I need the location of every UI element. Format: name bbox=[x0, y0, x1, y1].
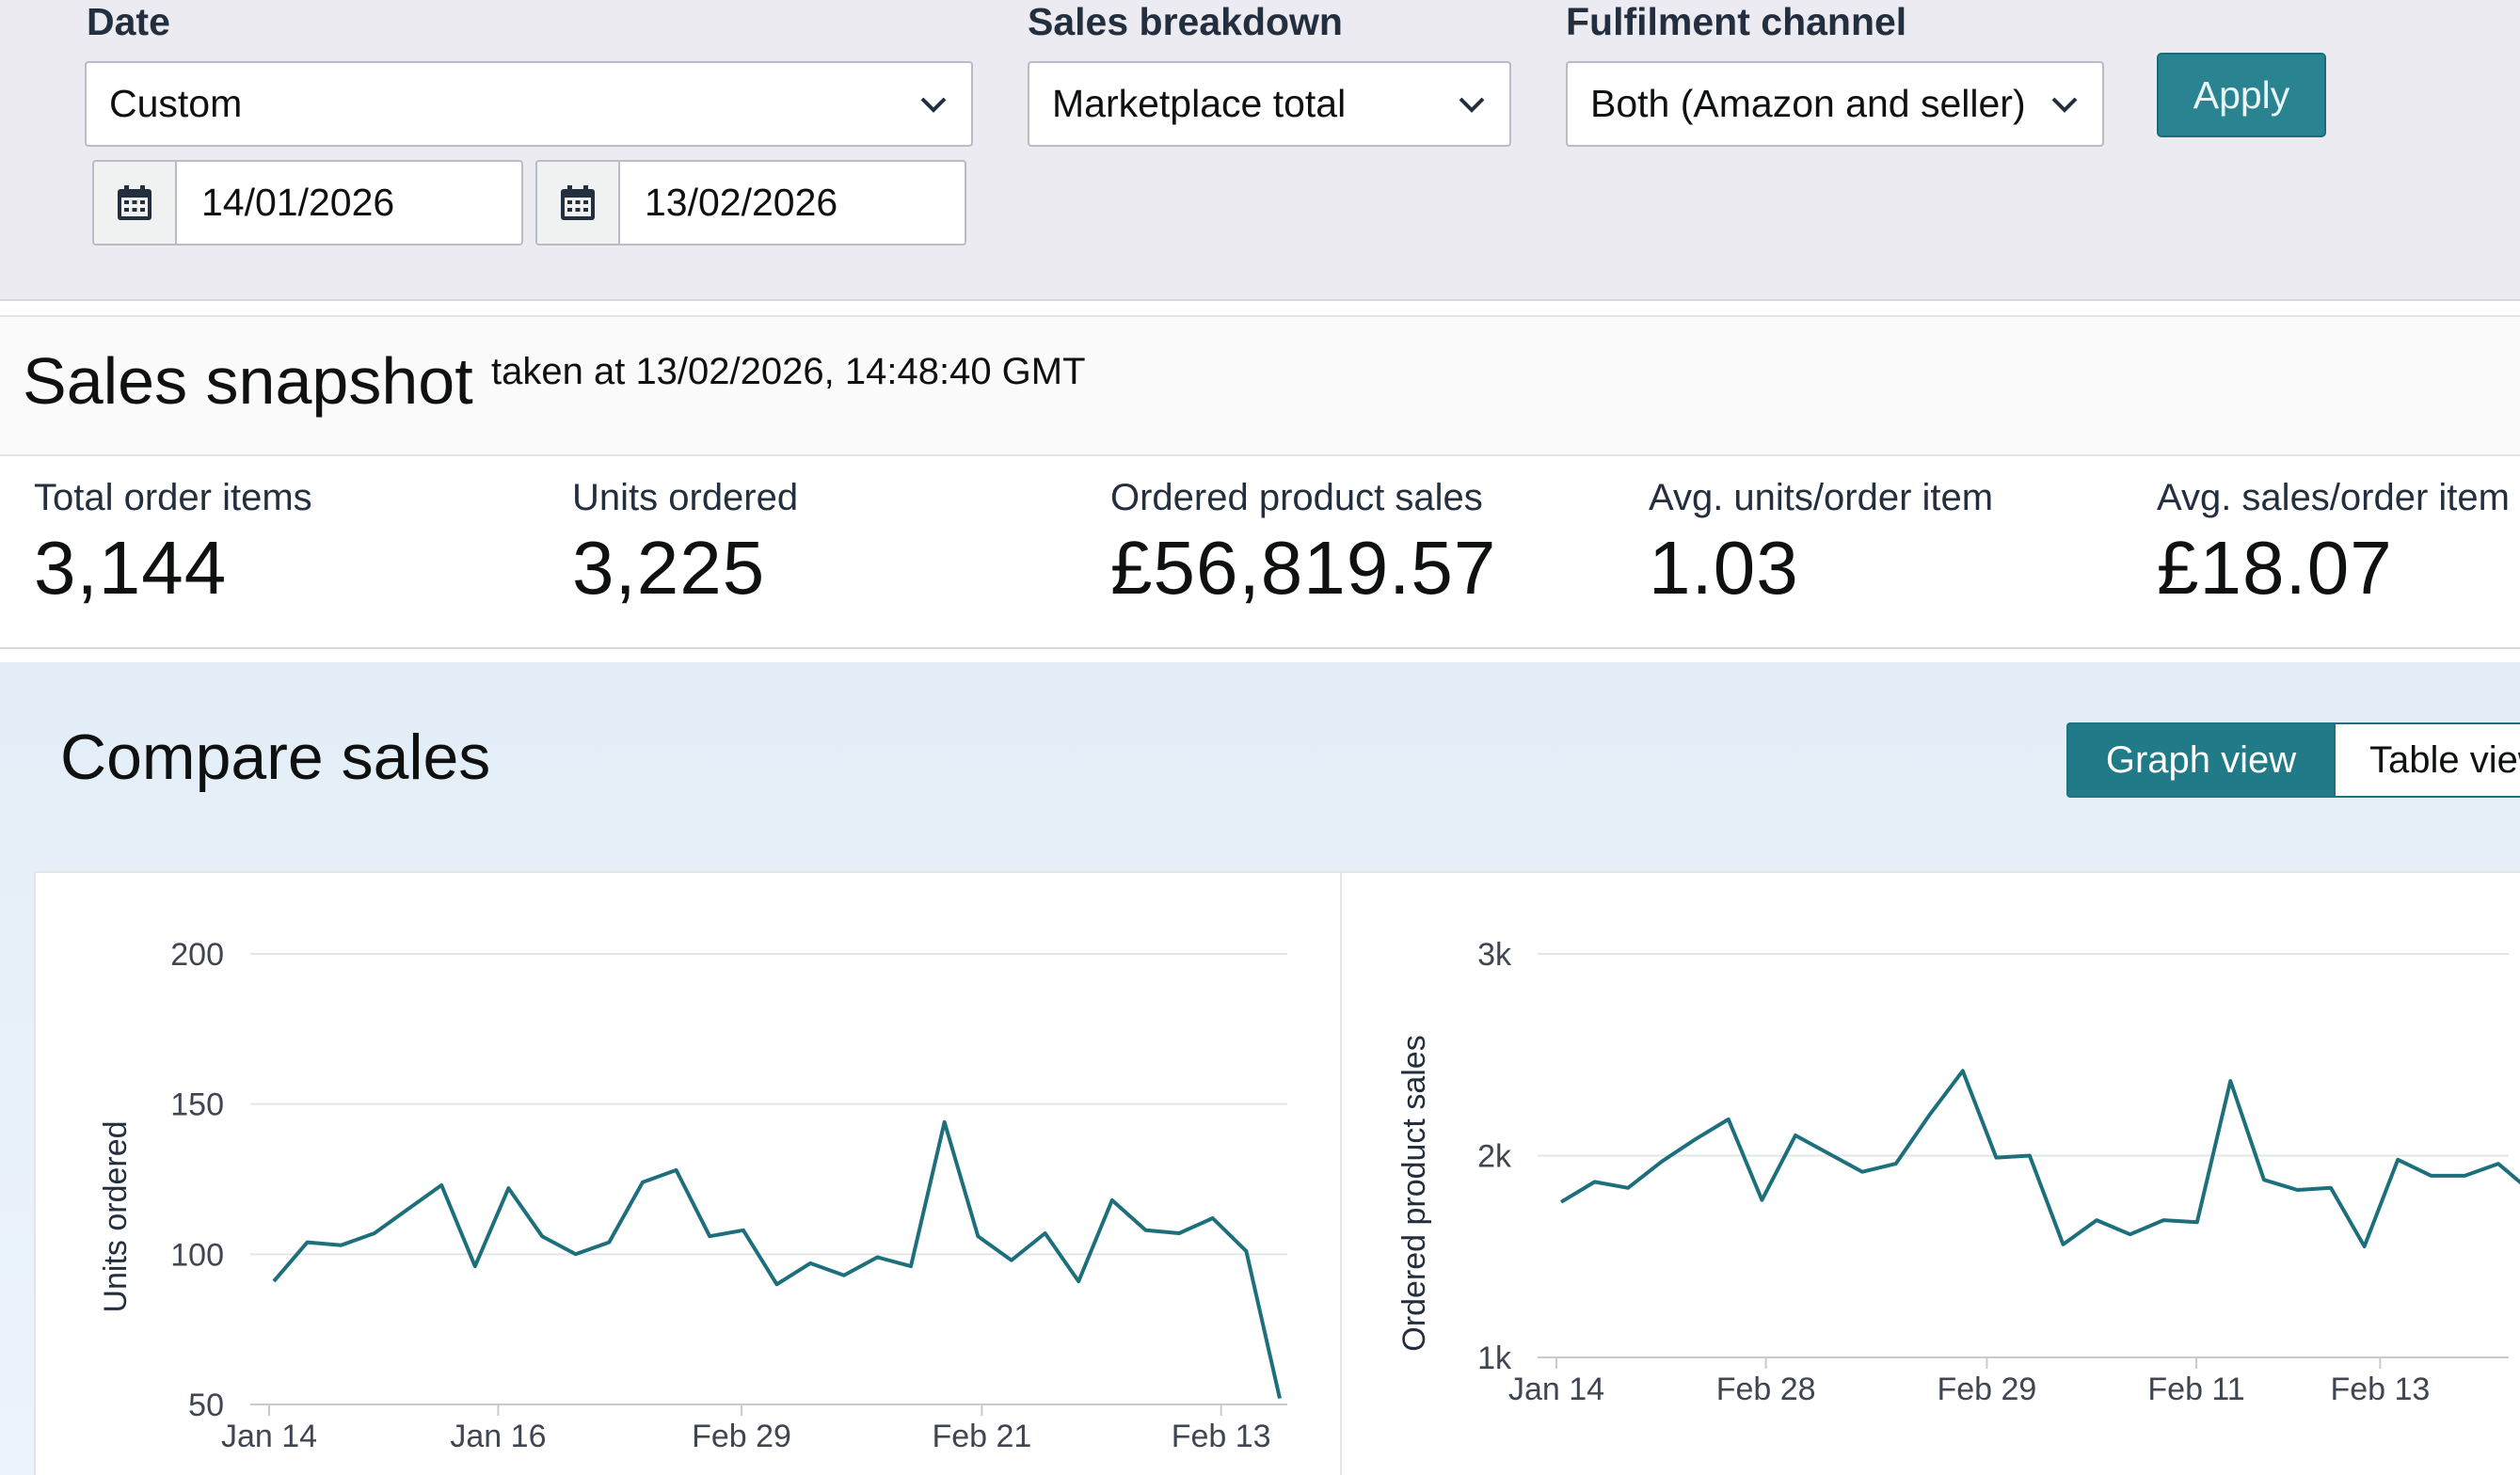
metric-value: £18.07 bbox=[2157, 526, 2393, 610]
ordered-product-sales-chart-svg: 1k 2k 3k Jan 14 Feb 28 Feb 29 Feb 11 Feb 13 Orde… bbox=[1396, 937, 2520, 1407]
sales-snapshot-title: Sales snapshot bbox=[23, 344, 473, 418]
sales-breakdown-select[interactable]: Marketplace total bbox=[1028, 61, 1511, 147]
x-tick-label: Jan 16 bbox=[450, 1419, 546, 1454]
x-tick-label: Jan 14 bbox=[1508, 1372, 1604, 1407]
y-axis-title: Units ordered bbox=[98, 1120, 134, 1312]
date-filter-label: Date bbox=[87, 0, 170, 43]
x-tick-label: Feb 21 bbox=[932, 1419, 1031, 1454]
metric-label: Ordered product sales bbox=[1110, 477, 1483, 518]
y-tick-label: 1k bbox=[1477, 1340, 1512, 1376]
y-tick-label: 150 bbox=[170, 1087, 224, 1123]
calendar-icon bbox=[118, 184, 152, 220]
metric-avg-units-per-order-item: Avg. units/order item 1.03 bbox=[1649, 477, 1993, 611]
metric-value: £56,819.57 bbox=[1110, 526, 1497, 610]
metric-total-order-items: Total order items 3,144 bbox=[34, 477, 312, 611]
metric-value: 3,225 bbox=[572, 526, 766, 610]
x-tick-label: Feb 13 bbox=[1172, 1419, 1271, 1454]
snapshot-timestamp: taken at 13/02/2026, 14:48:40 GMT bbox=[491, 351, 1086, 392]
metric-avg-sales-per-order-item: Avg. sales/order item £18.07 bbox=[2157, 477, 2510, 611]
metric-label: Avg. units/order item bbox=[1649, 477, 1994, 518]
sales-breakdown-value: Marketplace total bbox=[1052, 82, 1347, 125]
y-tick-label: 3k bbox=[1477, 937, 1512, 973]
start-date-calendar-button[interactable] bbox=[94, 162, 177, 244]
ordered-product-sales-chart: 1k 2k 3k Jan 14 Feb 28 Feb 29 Feb 11 Feb 13 Orde… bbox=[1340, 871, 2520, 1475]
sales-breakdown-label: Sales breakdown bbox=[1028, 0, 1343, 43]
compare-sales-section: Compare sales Graph view Table view 50 10… bbox=[0, 662, 2520, 1475]
chevron-down-icon bbox=[920, 97, 947, 113]
date-range-select[interactable]: Custom bbox=[85, 61, 973, 147]
fulfilment-channel-select[interactable]: Both (Amazon and seller) bbox=[1566, 61, 2104, 147]
fulfilment-channel-value: Both (Amazon and seller) bbox=[1590, 82, 2026, 125]
end-date-field[interactable]: 13/02/2026 bbox=[535, 160, 966, 246]
start-date-field[interactable]: 14/01/2026 bbox=[92, 160, 523, 246]
x-tick-label: Feb 13 bbox=[2330, 1372, 2430, 1407]
y-tick-label: 100 bbox=[170, 1237, 224, 1273]
units-ordered-chart-svg: 50 100 150 200 Jan 14 Jan 16 Feb 29 Feb 21 Feb 1… bbox=[98, 937, 1287, 1454]
table-view-button[interactable]: Table view bbox=[2336, 722, 2520, 798]
metric-units-ordered: Units ordered 3,225 bbox=[572, 477, 798, 611]
y-tick-label: 50 bbox=[188, 1388, 224, 1423]
filter-bar: Date Custom 14/01/2026 bbox=[0, 0, 2520, 301]
metric-label: Total order items bbox=[34, 477, 312, 518]
start-date-value: 14/01/2026 bbox=[201, 181, 395, 224]
fulfilment-channel-label: Fulfilment channel bbox=[1566, 0, 1907, 43]
y-tick-label: 2k bbox=[1477, 1139, 1512, 1175]
y-tick-label: 200 bbox=[170, 937, 224, 973]
view-toggle: Graph view Table view bbox=[2066, 722, 2520, 798]
chevron-down-icon bbox=[2051, 97, 2078, 113]
end-date-calendar-button[interactable] bbox=[537, 162, 620, 244]
end-date-value: 13/02/2026 bbox=[645, 181, 838, 224]
metric-label: Avg. sales/order item bbox=[2157, 477, 2510, 518]
y-axis-title: Ordered product sales bbox=[1396, 1035, 1432, 1351]
apply-button[interactable]: Apply bbox=[2157, 53, 2326, 137]
x-tick-label: Jan 14 bbox=[221, 1419, 317, 1454]
units-ordered-chart: 50 100 150 200 Jan 14 Jan 16 Feb 29 Feb 21 Feb 1… bbox=[34, 871, 1342, 1475]
metric-ordered-product-sales: Ordered product sales £56,819.57 bbox=[1110, 477, 1496, 611]
compare-sales-title: Compare sales bbox=[60, 722, 491, 793]
date-range-value: Custom bbox=[109, 82, 243, 125]
chevron-down-icon bbox=[1459, 97, 1485, 113]
x-tick-label: Feb 29 bbox=[1937, 1372, 2036, 1407]
metric-label: Units ordered bbox=[572, 477, 799, 518]
metric-value: 3,144 bbox=[34, 526, 228, 610]
x-tick-label: Feb 28 bbox=[1716, 1372, 1816, 1407]
graph-view-button[interactable]: Graph view bbox=[2066, 722, 2336, 798]
x-tick-label: Feb 29 bbox=[692, 1419, 791, 1454]
metric-value: 1.03 bbox=[1649, 526, 1799, 610]
series-line bbox=[1559, 1069, 2520, 1248]
x-tick-label: Feb 11 bbox=[2147, 1372, 2244, 1407]
calendar-icon bbox=[561, 184, 595, 220]
sales-snapshot-header: Sales snapshot taken at 13/02/2026, 14:4… bbox=[0, 315, 2520, 456]
series-line bbox=[272, 1119, 1282, 1400]
snapshot-metrics: Total order items 3,144 Units ordered 3,… bbox=[0, 458, 2520, 649]
